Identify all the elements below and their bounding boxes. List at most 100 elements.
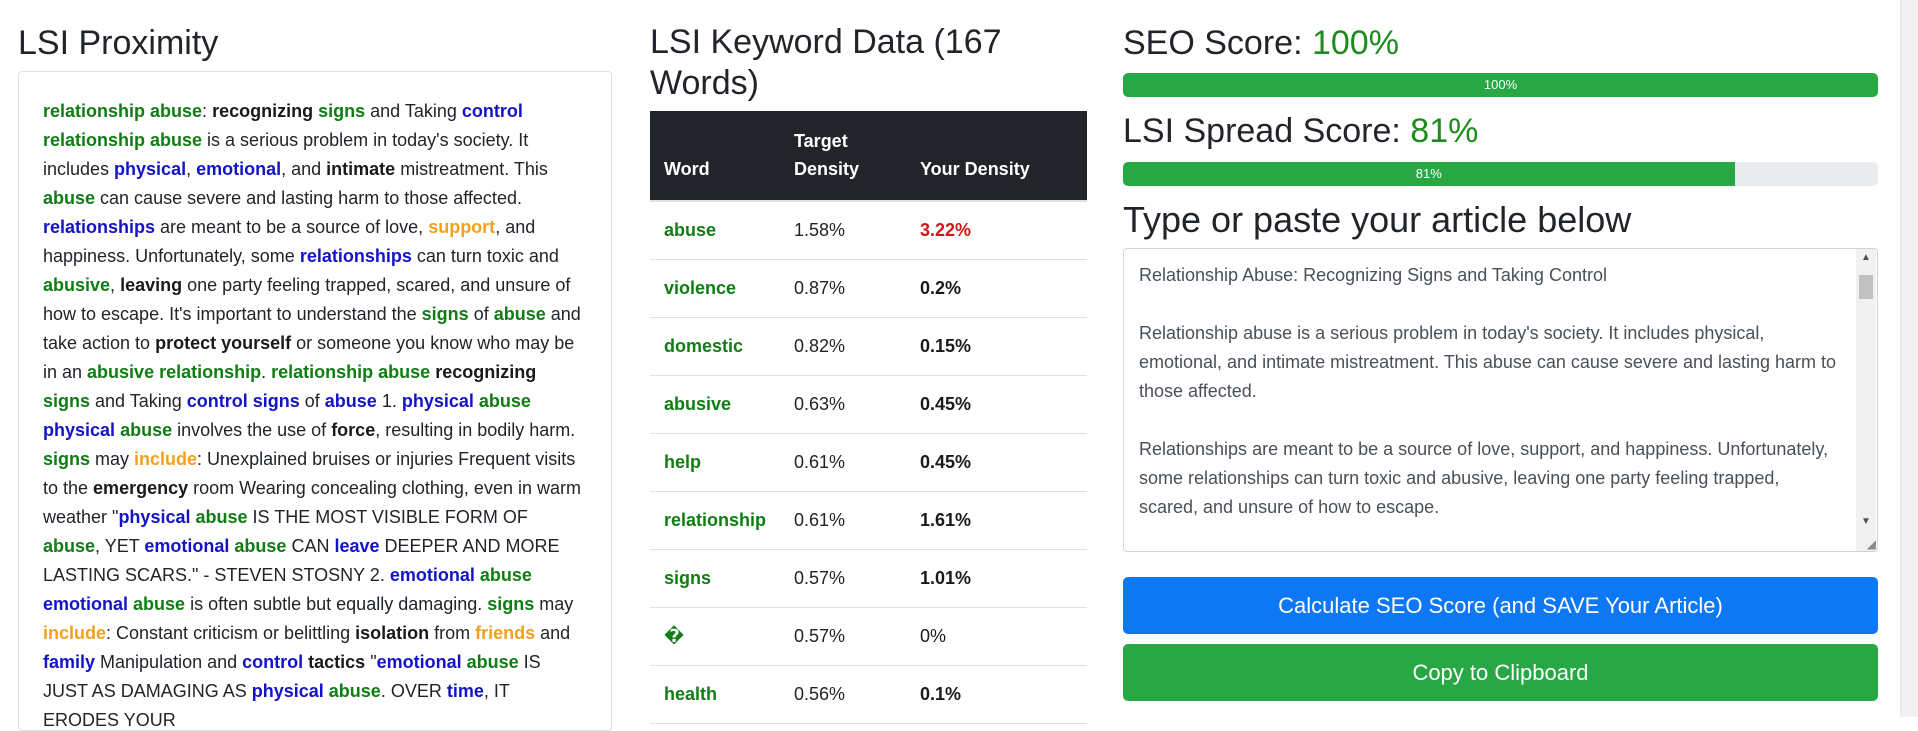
your-density-cell: 1.61%: [906, 491, 1087, 550]
lsi-keyword-highlight: signs: [43, 449, 91, 469]
lsi-keyword-highlight: emotional: [376, 652, 462, 672]
table-row: abusive 0.63% 0.45%: [650, 375, 1087, 434]
lsi-keyword-highlight: signs: [43, 391, 91, 411]
lsi-keyword-highlight: physical: [118, 507, 191, 527]
your-density-cell: 0.2%: [906, 259, 1087, 318]
keyword-cell: health: [650, 665, 781, 724]
target-density-cell: 0.87%: [780, 259, 907, 318]
seo-score-progress: 100%: [1123, 73, 1878, 97]
keyword-table: Word Target Density Your Density abuse 1.…: [650, 111, 1087, 724]
lsi-keyword-highlight: abuse: [493, 304, 546, 324]
proximity-text: relationship abuse: recognizing signs an…: [43, 97, 587, 730]
lsi-keyword-highlight: relationship abuse: [43, 130, 203, 150]
lsi-keyword-highlight: abuse: [324, 391, 377, 411]
lsi-keyword-highlight: signs: [487, 594, 535, 614]
table-header-row: Word Target Density Your Density: [650, 111, 1087, 202]
proximity-plain-text: IS JUST AS DAMAGING AS: [43, 652, 541, 701]
your-density-cell: 3.22%: [906, 201, 1087, 260]
textarea-scrollbar[interactable]: ▲ ▼ ◢: [1856, 249, 1876, 551]
target-density-cell: 0.82%: [780, 317, 907, 376]
resize-grip-icon[interactable]: ◢: [1866, 537, 1876, 551]
calculate-seo-score-button[interactable]: Calculate SEO Score (and SAVE Your Artic…: [1123, 577, 1878, 634]
lsi-keyword-highlight: friends: [475, 623, 536, 643]
your-density-cell: 0.15%: [906, 317, 1087, 376]
header-target-density: Target Density: [780, 111, 907, 202]
keyword-cell: abuse: [650, 201, 781, 260]
lsi-keyword-highlight: abuse: [234, 536, 287, 556]
lsi-keyword-highlight: abuse: [328, 681, 381, 701]
your-density-cell: 0.45%: [906, 433, 1087, 492]
proximity-plain-text: of: [299, 391, 325, 411]
lsi-spread-progress-bar: 81%: [1123, 162, 1735, 186]
your-density-cell: 0.1%: [906, 665, 1087, 724]
header-your-density: Your Density: [906, 111, 1087, 202]
keyword-cell: relationship: [650, 491, 781, 550]
lsi-keyword-highlight: control signs: [186, 391, 300, 411]
proximity-plain-text: ": [365, 652, 377, 672]
lsi-keyword-highlight: physical: [114, 159, 187, 179]
table-row: relationship 0.61% 1.61%: [650, 491, 1087, 550]
proximity-plain-text: can turn toxic and: [411, 246, 559, 266]
proximity-plain-text: is often subtle but equally damaging.: [185, 594, 488, 614]
lsi-keyword-highlight: emotional: [389, 565, 475, 585]
proximity-plain-text: DEEPER AND MORE LASTING SCARS." - STEVEN…: [43, 536, 560, 585]
proximity-plain-text: , and: [281, 159, 327, 179]
lsi-keyword-highlight: emotional: [196, 159, 282, 179]
proximity-plain-text: , and happiness. Unfortunately, some: [43, 217, 536, 266]
target-density-cell: 0.63%: [780, 375, 907, 434]
proximity-plain-text: ,: [186, 159, 197, 179]
proximity-plain-text: :: [202, 101, 213, 121]
proximity-plain-text: : Unexplained bruises or injuries Freque…: [43, 449, 576, 498]
proximity-plain-text: and Taking: [365, 101, 462, 121]
target-density-cell: 1.58%: [780, 201, 907, 260]
target-density-cell: 0.61%: [780, 433, 907, 492]
lsi-keyword-highlight: control: [242, 652, 304, 672]
proximity-plain-text: or someone you know who may be in an: [43, 333, 575, 382]
proximity-plain-text: 1.: [376, 391, 402, 411]
lsi-keyword-highlight: protect yourself: [155, 333, 292, 353]
your-density-cell: 0.45%: [906, 375, 1087, 434]
lsi-keyword-highlight: abusive: [43, 275, 111, 295]
lsi-keyword-highlight: intimate: [326, 159, 396, 179]
proximity-plain-text: is a serious problem in today's society.…: [43, 130, 529, 179]
lsi-keyword-highlight: control: [461, 101, 523, 121]
proximity-plain-text: and take action to: [43, 304, 581, 353]
article-paragraph: Relationship abuse is a serious problem …: [1139, 323, 1837, 401]
table-row: domestic 0.82% 0.15%: [650, 317, 1087, 376]
proximity-plain-text: mistreatment. This: [395, 159, 548, 179]
seo-score-label: SEO Score:: [1123, 24, 1312, 62]
keyword-cell: signs: [650, 549, 781, 608]
target-density-cell: 0.56%: [780, 665, 907, 724]
target-density-cell: 0.57%: [780, 549, 907, 608]
proximity-plain-text: , YET: [95, 536, 145, 556]
article-textarea[interactable]: Relationship Abuse: Recognizing Signs an…: [1123, 248, 1878, 552]
proximity-plain-text: are meant to be a source of love,: [155, 217, 429, 237]
scroll-thumb[interactable]: [1859, 275, 1873, 299]
lsi-keyword-highlight: abusive relationship: [87, 362, 262, 382]
lsi-keyword-highlight: abuse: [43, 536, 96, 556]
copy-to-clipboard-button[interactable]: Copy to Clipboard: [1123, 644, 1878, 701]
lsi-spread-value: 81%: [1410, 112, 1479, 150]
scroll-down-arrow-icon[interactable]: ▼: [1861, 516, 1871, 527]
lsi-keyword-highlight: physical: [251, 681, 324, 701]
proximity-plain-text: may: [534, 594, 574, 614]
lsi-keyword-highlight: relationships: [299, 246, 412, 266]
keyword-cell: violence: [650, 259, 781, 318]
page-scrollbar[interactable]: [1900, 0, 1918, 717]
lsi-keyword-highlight: leave: [334, 536, 380, 556]
lsi-keyword-highlight: relationships: [43, 217, 156, 237]
scroll-up-arrow-icon[interactable]: ▲: [1861, 252, 1871, 263]
lsi-keyword-highlight: emotional: [144, 536, 230, 556]
lsi-keyword-highlight: abuse: [43, 188, 96, 208]
lsi-keyword-highlight: emergency: [93, 478, 189, 498]
target-density-cell: 0.57%: [780, 607, 907, 666]
keyword-cell: domestic: [650, 317, 781, 376]
your-density-cell: 0%: [906, 607, 1087, 666]
proximity-plain-text: from: [429, 623, 476, 643]
lsi-keyword-highlight: abuse: [195, 507, 248, 527]
proximity-plain-text: room Wearing concealing clothing, even i…: [43, 478, 581, 527]
lsi-keyword-highlight: family: [43, 652, 96, 672]
lsi-keyword-highlight: abuse: [479, 565, 532, 585]
keyword-cell: abusive: [650, 375, 781, 434]
proximity-plain-text: one party feeling trapped, scared, and u…: [43, 275, 571, 324]
